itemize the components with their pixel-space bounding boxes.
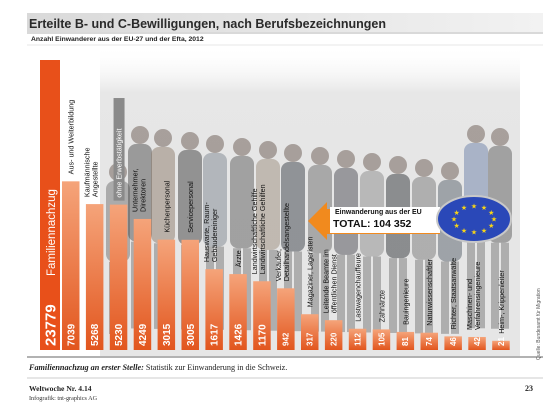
category-label-leitende-beamte-im-oeffentlichen-dienst: Leitende Beamte im — [322, 249, 331, 313]
category-label-verkaeufer-detailhandelsangestellte: Verkäufer, — [274, 249, 283, 281]
value-label-unternehmer-direktoren: 4249 — [138, 323, 149, 346]
value-label-maschinen-und-verfahrensingenieure: 42 — [473, 337, 482, 346]
category-label-magaziner-lageristen: Magaziner, Lageristen — [306, 236, 315, 307]
callout-total: TOTAL: 104 352 — [333, 218, 412, 230]
bar-naturwissenschaftler — [420, 332, 438, 350]
caption-text: Statistik zur Einwanderung in die Schwei… — [143, 363, 288, 372]
value-label-leitende-beamte-im-oeffentlichen-dienst: 220 — [329, 332, 338, 346]
bar-kuechenpersonal — [157, 239, 176, 350]
category-label-lastwagenchauffeure: Lastwagenchauffeure — [354, 253, 363, 322]
category-label-unternehmer-direktoren: Unternehmer, — [130, 168, 139, 212]
category-label-zahnaerzte: Zahnärzte — [377, 290, 386, 322]
bar-bauingenieure — [396, 331, 415, 350]
category-label-hauswarte-raum-gebaeudereiniger: Gebäudereiniger — [210, 208, 219, 262]
value-label-verkaeufer-detailhandelsangestellte: 942 — [282, 332, 291, 346]
value-label-richter-staatsanwaelte: 46 — [449, 337, 458, 346]
eu-star-icon: ★ — [488, 222, 494, 230]
value-label-magaziner-lageristen: 317 — [306, 332, 315, 346]
publication-issue: Weltwoche Nr. 4.14 — [29, 384, 92, 393]
bar-hauswarte-raum-gebaeudereiniger — [205, 269, 223, 350]
category-label-kaufmaennische-angestellte: Kaufmännische — [83, 148, 92, 198]
eu-star-icon: ★ — [471, 229, 477, 237]
category-label-servicepersonal: Servicepersonal — [186, 181, 195, 233]
category-label-ohne-erwerbstaetigkeit: ohne Erwerbstätigkeit — [115, 128, 124, 197]
bar-verkaeufer-detailhandelsangestellte — [277, 288, 295, 350]
eu-star-icon: ★ — [491, 216, 497, 224]
value-label-aerzte: 1426 — [234, 323, 245, 346]
bar-zahnaerzte — [372, 329, 391, 350]
bar-landwirtschaftliche-gehilfen — [253, 281, 271, 350]
value-label-zahnaerzte: 105 — [377, 332, 386, 346]
category-label-landwirtschaftliche-gehilfen: Landwirtschaftliche Gehilfen — [258, 184, 267, 274]
title-band — [27, 13, 543, 32]
chart-title: Erteilte B- und C-Bewilligungen, nach Be… — [29, 17, 386, 31]
value-label-landwirtschaftliche-gehilfen: 1170 — [257, 324, 268, 346]
bar-leitende-beamte-im-oeffentlichen-dienst — [324, 320, 343, 350]
category-label-hauswarte-raum-gebaeudereiniger: Hauswarte, Raum- — [202, 202, 211, 263]
eu-star-icon: ★ — [488, 209, 494, 217]
caption-lead: Familiennachzug an erster Stelle: — [29, 363, 144, 372]
value-label-naturwissenschaftler: 74 — [425, 337, 434, 346]
value-label-familiennachzug: 23779 — [42, 304, 59, 346]
category-label-richter-staatsanwaelte: Richter, Staatsanwälte — [449, 258, 458, 330]
bar-magaziner-lageristen — [301, 314, 319, 350]
category-label-naturwissenschaftler: Naturwissenschaftler — [425, 258, 434, 325]
eu-total-callout: ★★★★★★★★★ ★ ★★ — [308, 195, 512, 243]
bar-kaufmaennische-angestellte — [85, 204, 104, 350]
eu-star-icon: ★ — [461, 204, 467, 212]
page-number: 23 — [525, 384, 533, 393]
category-label-familiennachzug: Familiennachzug — [46, 189, 58, 276]
value-label-hauswarte-raum-gebaeudereiniger: 1617 — [210, 323, 221, 346]
value-label-kuechenpersonal: 3015 — [162, 323, 173, 346]
bar-maschinen-und-verfahrensingenieure — [468, 336, 486, 350]
chart-subtitle: Anzahl Einwanderer aus der EU-27 und der… — [31, 36, 204, 43]
category-label-kuechenpersonal: Küchenpersonal — [162, 180, 171, 232]
eu-star-icon: ★ — [461, 227, 467, 235]
eu-star-icon: ★ — [454, 222, 460, 230]
bar-ohne-erwerbstaetigkeit — [109, 204, 128, 350]
category-label-maschinen-und-verfahrensingenieure: Maschinen- und — [465, 279, 474, 330]
category-label-heim-krippenleiter: Heim-, Krippenleiter — [497, 270, 506, 334]
category-label-aus-und-weiterbildung: Aus- und Weiterbildung — [67, 100, 76, 175]
eu-star-icon: ★ — [451, 216, 457, 224]
category-label-verkaeufer-detailhandelsangestellte: Detailhandelsangestellte — [282, 203, 291, 281]
bar-heim-krippenleiter — [492, 340, 510, 350]
bar-familiennachzug — [40, 60, 60, 350]
callout-label: Einwanderung aus der EU — [335, 209, 422, 216]
callout-box — [330, 207, 440, 233]
eu-star-icon: ★ — [481, 227, 487, 235]
tag-bg-ohne-erwerbstaetigkeit — [113, 98, 125, 201]
category-label-kaufmaennische-angestellte: Angestellte — [91, 162, 100, 198]
value-label-ohne-erwerbstaetigkeit: 5230 — [114, 323, 125, 346]
eu-star-icon: ★ — [454, 209, 460, 217]
category-label-bauingenieure: Bauingenieure — [401, 279, 410, 325]
eu-flag-icon — [436, 195, 512, 243]
source-note: Quelle: Bundesamt für Migration — [536, 288, 542, 360]
caption: Familiennachzug an erster Stelle: Statis… — [29, 363, 287, 372]
bar-servicepersonal — [181, 239, 199, 350]
category-label-maschinen-und-verfahrensingenieure: Verfahrensingenieure — [473, 262, 482, 330]
category-label-aerzte: Ärzte — [234, 250, 243, 267]
value-label-lastwagenchauffeure: 112 — [353, 333, 362, 346]
bar-aus-und-weiterbildung — [62, 181, 80, 350]
bar-unternehmer-direktoren — [133, 218, 152, 350]
infographic-credit: Infografik: tnt-graphics AG — [29, 395, 98, 402]
value-label-servicepersonal: 3005 — [186, 323, 197, 346]
value-label-bauingenieure: 81 — [401, 337, 410, 346]
bar-richter-staatsanwaelte — [444, 336, 462, 350]
value-label-heim-krippenleiter: 21 — [497, 337, 506, 346]
bar-aerzte — [229, 274, 247, 350]
category-label-unternehmer-direktoren: Direktoren — [138, 179, 147, 212]
eu-stars-icon: ★★★★★★★★★ ★ ★★ — [451, 203, 497, 237]
eu-star-icon: ★ — [471, 203, 477, 211]
value-label-aus-und-weiterbildung: 7039 — [66, 323, 77, 346]
category-label-landwirtschaftliche-gehilfen: Landwirtschaftliche Gehilfe — [250, 188, 259, 274]
eu-star-icon: ★ — [481, 204, 487, 212]
category-label-leitende-beamte-im-oeffentlichen-dienst: öffentlichen Dienst — [330, 254, 339, 313]
value-label-kaufmaennische-angestellte: 5268 — [90, 323, 101, 346]
bar-lastwagenchauffeure — [348, 328, 367, 350]
